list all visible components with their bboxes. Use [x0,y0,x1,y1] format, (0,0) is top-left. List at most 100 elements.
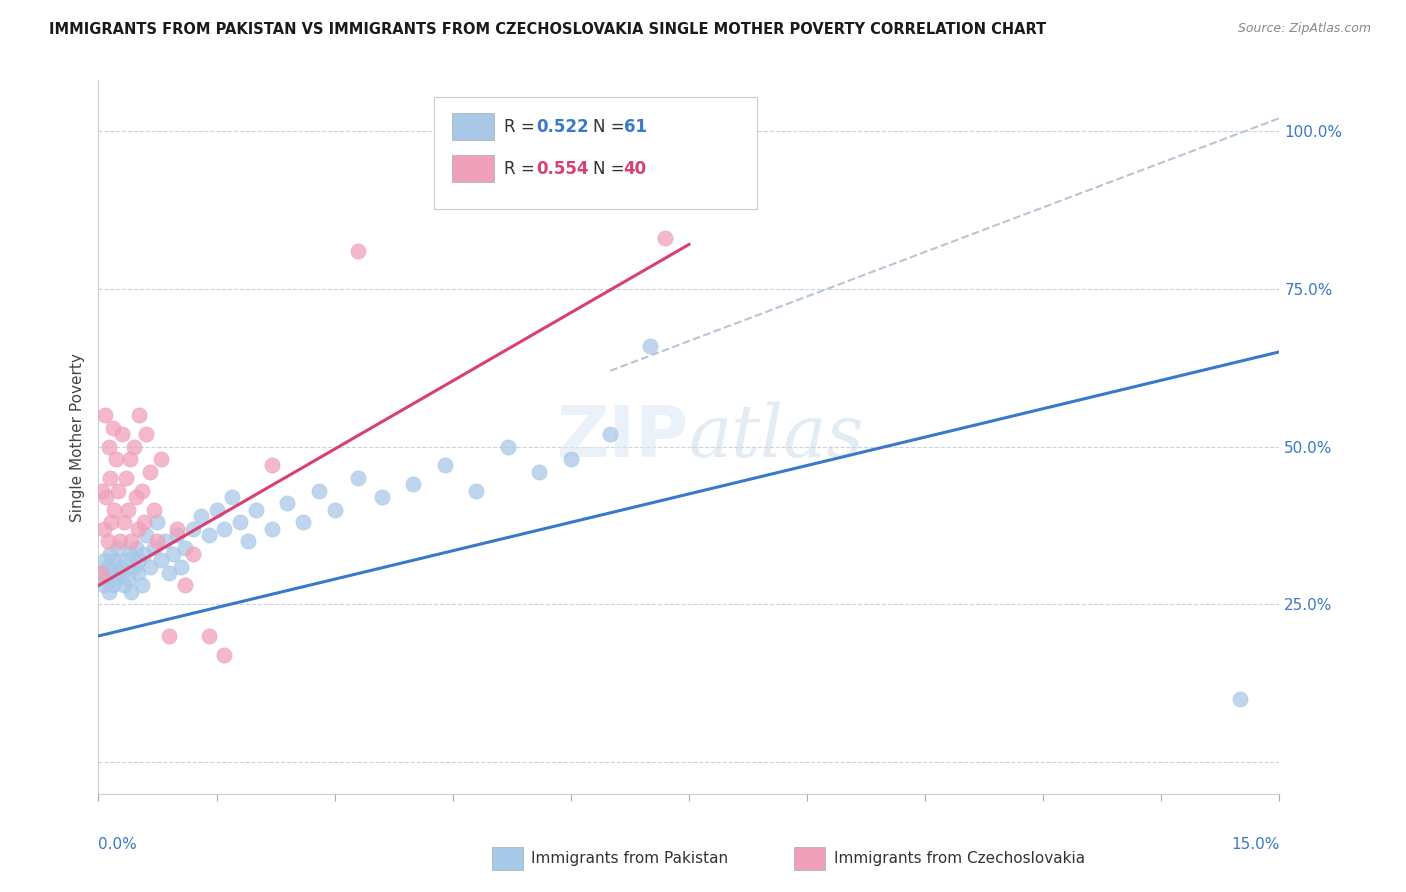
Point [93,408,115,422]
Point [292,516,315,530]
Point [115,471,138,485]
Point [599,426,621,441]
Point [157,566,180,580]
Text: 61: 61 [624,118,647,136]
Point [150,452,173,467]
Text: R =: R = [505,118,540,136]
Point [654,231,676,245]
Text: Immigrants from Pakistan: Immigrants from Pakistan [531,851,728,865]
Point [108,534,131,549]
Point [101,578,124,592]
Text: R =: R = [505,160,540,178]
Point [347,471,370,485]
Point [308,483,330,498]
Y-axis label: Single Mother Poverty: Single Mother Poverty [70,352,86,522]
Point [260,522,283,536]
Point [135,426,157,441]
Point [347,244,370,258]
Point [104,452,127,467]
Point [121,534,143,549]
Point [112,578,135,592]
Point [157,629,180,643]
Point [96,490,118,504]
Point [260,458,283,473]
Point [221,490,243,504]
Point [97,559,120,574]
Text: 15.0%: 15.0% [1232,837,1279,852]
Point [214,648,236,662]
Point [125,490,148,504]
Point [111,566,134,580]
Point [121,584,143,599]
Point [465,483,488,498]
Point [190,508,212,523]
Point [181,522,204,536]
Point [142,502,165,516]
Point [91,566,114,580]
Text: ZIP: ZIP [557,402,689,472]
Point [496,440,519,454]
Point [142,541,165,555]
Point [117,572,139,586]
Point [229,516,252,530]
Point [131,578,153,592]
Text: 0.522: 0.522 [537,118,589,136]
Point [323,502,346,516]
Point [135,528,157,542]
Point [174,541,197,555]
Text: Source: ZipAtlas.com: Source: ZipAtlas.com [1237,22,1371,36]
Point [197,629,219,643]
Point [132,547,155,561]
Point [402,477,425,491]
Point [560,452,582,467]
Point [112,516,135,530]
Point [146,534,169,549]
Point [245,502,267,516]
Point [96,572,118,586]
Point [236,534,259,549]
Point [107,483,129,498]
Point [101,420,124,434]
Point [197,528,219,542]
Point [205,502,228,516]
Point [118,547,141,561]
Point [117,502,139,516]
Point [181,547,204,561]
Point [122,559,145,574]
Text: 0.554: 0.554 [537,160,589,178]
Point [107,541,129,555]
Point [638,338,661,352]
Point [276,496,298,510]
Point [127,522,149,536]
Point [100,566,122,580]
Point [97,534,120,549]
Point [97,584,120,599]
Point [91,483,114,498]
Point [93,553,115,567]
Point [127,566,149,580]
Point [433,458,456,473]
Point [371,490,394,504]
Text: IMMIGRANTS FROM PAKISTAN VS IMMIGRANTS FROM CZECHOSLOVAKIA SINGLE MOTHER POVERTY: IMMIGRANTS FROM PAKISTAN VS IMMIGRANTS F… [49,22,1046,37]
Point [170,559,193,574]
Point [138,559,160,574]
Point [131,483,153,498]
Point [90,566,112,580]
Point [93,522,115,536]
Point [97,440,120,454]
Point [162,547,184,561]
Point [103,502,125,516]
Point [103,553,125,567]
Point [128,553,150,567]
Text: N =: N = [593,118,630,136]
Text: N =: N = [593,160,630,178]
Text: atlas: atlas [689,401,865,473]
Point [98,471,121,485]
Point [138,465,160,479]
Point [122,440,145,454]
Text: 0.0%: 0.0% [98,837,138,852]
Point [115,553,138,567]
Point [529,465,551,479]
Point [128,408,150,422]
Point [166,528,188,542]
